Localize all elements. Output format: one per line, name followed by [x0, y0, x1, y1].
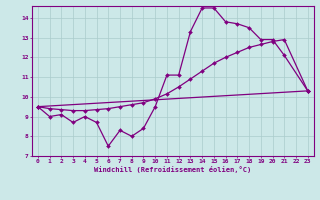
- X-axis label: Windchill (Refroidissement éolien,°C): Windchill (Refroidissement éolien,°C): [94, 166, 252, 173]
